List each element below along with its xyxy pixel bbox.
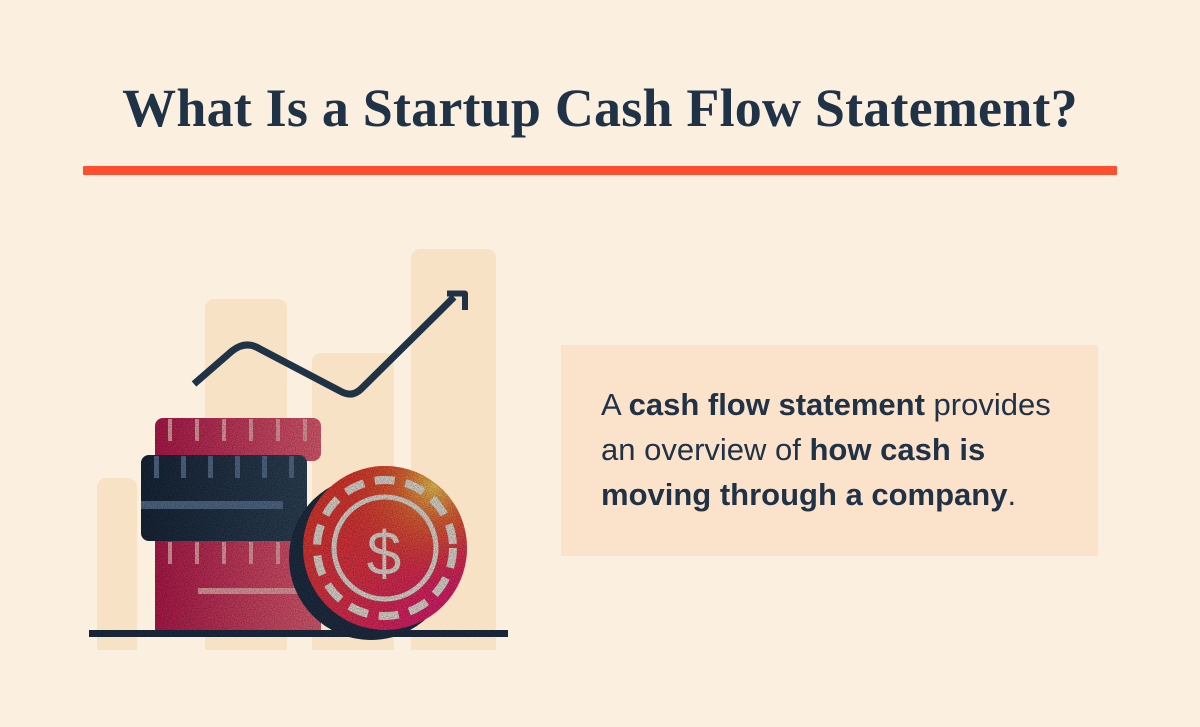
svg-text:$: $: [367, 520, 401, 589]
